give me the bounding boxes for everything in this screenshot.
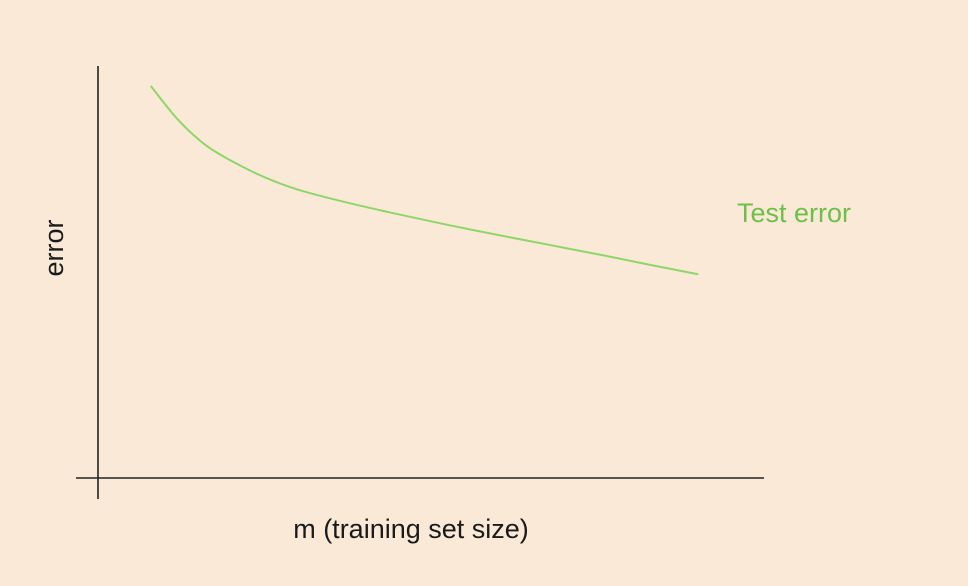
test-error-point-5 — [297, 189, 299, 191]
test-error-point-7 — [390, 212, 392, 214]
test-error-point-1 — [177, 119, 179, 121]
test-error-point-3 — [230, 160, 232, 162]
test-error-point-13 — [696, 273, 698, 275]
test-error-point-8 — [443, 223, 445, 225]
test-error-point-10 — [550, 244, 552, 246]
x-axis-label: m (training set size) — [293, 514, 529, 544]
test-error-point-2 — [204, 143, 206, 145]
test-error-point-9 — [497, 234, 499, 236]
series-points — [150, 86, 698, 276]
test-error-line — [150, 85, 699, 276]
test-error-label: Test error — [737, 198, 851, 228]
test-error-point-11 — [603, 255, 605, 257]
test-error-point-12 — [650, 264, 652, 266]
test-error-point-0 — [150, 86, 152, 88]
test-error-point-6 — [337, 199, 339, 201]
y-axis-label: error — [39, 219, 69, 276]
test-error-point-4 — [264, 176, 266, 178]
